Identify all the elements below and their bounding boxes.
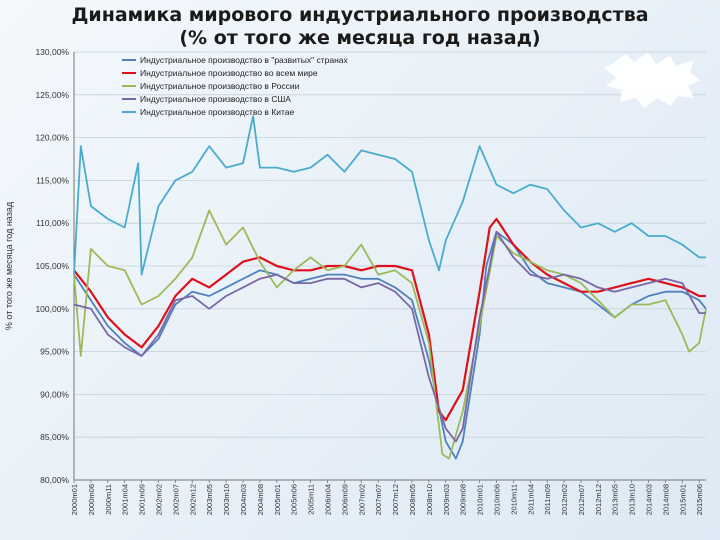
x-tick-label: 2005m06 [290, 484, 299, 515]
x-tick-label: 2011m09 [543, 484, 552, 515]
x-tick-label: 2010m11 [509, 484, 518, 515]
chart-title-line-1: Динамика мирового индустриального произв… [71, 4, 649, 26]
x-tick-label: 2013m10 [628, 484, 637, 515]
x-tick-label: 2015m01 [678, 484, 687, 515]
series-line-1 [73, 230, 707, 460]
legend-label: Индустриальное производство в Китае [140, 107, 295, 117]
series-line-2 [73, 217, 706, 422]
legend-label: Индустриальное производство во всем мире [140, 68, 318, 78]
y-tick-label: 115,00% [36, 175, 69, 185]
x-tick-label: 2006m09 [340, 484, 349, 515]
x-tick-label: 2015m06 [695, 484, 704, 515]
x-tick-label: 2007m02 [357, 484, 366, 515]
x-tick-label: 2012m02 [560, 484, 569, 515]
x-tick-label: 2014m08 [661, 484, 670, 515]
x-tick-label: 2008m05 [408, 484, 417, 515]
series-line-5 [73, 115, 706, 276]
x-tick-label: 2007m07 [374, 484, 383, 515]
x-tick-label: 2008m10 [425, 484, 434, 515]
x-tick-label: 2004m03 [239, 484, 248, 515]
x-tick-label: 2012m07 [577, 484, 586, 515]
y-tick-label: 90,00% [40, 389, 69, 399]
x-tick-label: 2001m04 [121, 484, 130, 515]
x-tick-label: 2002m02 [154, 484, 163, 515]
x-tick-label: 2002m12 [188, 484, 197, 515]
x-tick-label: 2011m04 [526, 484, 535, 515]
y-tick-label: 110,00% [36, 218, 69, 228]
x-tick-label: 2009m08 [459, 484, 468, 515]
x-tick-label: 2000m01 [70, 484, 79, 515]
x-tick-label: 2000m11 [104, 484, 113, 515]
x-tick-label: 2007m12 [391, 484, 400, 515]
legend-label: Индустриальное производство в России [140, 81, 300, 91]
series-line-3 [73, 209, 707, 460]
x-tick-label: 2000m06 [87, 484, 96, 515]
y-tick-label: 125,00% [35, 90, 69, 100]
x-tick-label: 2014m03 [645, 484, 654, 515]
x-tick-label: 2010m01 [476, 484, 485, 515]
series-line-4 [73, 230, 706, 443]
chart-title-line-2: (% от того же месяца год назад) [179, 27, 541, 49]
y-tick-label: 95,00% [40, 347, 69, 357]
x-tick-label: 2002m07 [171, 484, 180, 515]
x-tick-label: 2010m06 [492, 484, 501, 515]
x-tick-label: 2012m12 [594, 484, 603, 515]
y-tick-label: 80,00% [40, 475, 69, 485]
y-tick-label: 85,00% [40, 432, 69, 442]
x-tick-label: 2001m09 [138, 484, 147, 515]
legend-label: Индустриальное производство в США [140, 94, 291, 104]
chart-title: Динамика мирового индустриального произв… [0, 4, 720, 50]
white-starburst-decoration [604, 52, 700, 108]
y-tick-label: 120,00% [35, 133, 69, 143]
y-axis-title: % от того же месяца год назад [4, 201, 14, 330]
x-tick-label: 2006m04 [323, 484, 332, 515]
x-tick-label: 2009m03 [442, 484, 451, 515]
x-tick-label: 2003m05 [205, 484, 214, 515]
x-tick-label: 2013m05 [611, 484, 620, 515]
x-tick-label: 2003m10 [222, 484, 231, 515]
x-tick-label: 2005m01 [273, 484, 282, 515]
y-tick-label: 105,00% [35, 261, 69, 271]
x-tick-label: 2004m08 [256, 484, 265, 515]
y-tick-label: 130,00% [35, 47, 69, 57]
x-tick-label: 2005m11 [307, 484, 316, 515]
legend-label: Индустриальное производство в "развитых"… [140, 55, 349, 65]
y-tick-label: 100,00% [35, 304, 69, 314]
